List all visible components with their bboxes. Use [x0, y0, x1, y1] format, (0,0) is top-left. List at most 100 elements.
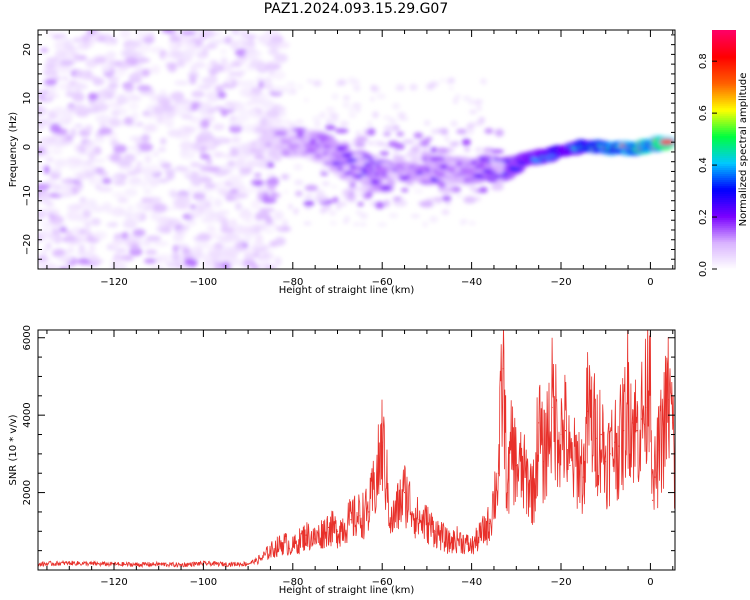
colorbar-segment — [712, 67, 736, 71]
heatmap-cell — [143, 258, 157, 264]
heatmap-cell — [467, 122, 476, 129]
snr-y-axis-label: SNR (10 * v/v) — [8, 414, 19, 485]
colorbar-segment — [712, 33, 736, 37]
colorbar-segment — [712, 199, 736, 202]
colorbar-segment — [712, 123, 736, 127]
heatmap-cell — [230, 61, 242, 68]
colorbar-segment — [712, 179, 736, 182]
snr-x-tick-label: −120 — [100, 577, 127, 588]
heatmap-cell — [144, 240, 151, 247]
heatmap-cell — [370, 84, 377, 91]
heatmap-cell — [329, 220, 338, 226]
snr-data-point — [336, 530, 339, 532]
heatmap-cell — [330, 185, 338, 189]
snr-data-point — [479, 534, 482, 536]
heatmap-cell — [97, 186, 113, 193]
heatmap-cell — [351, 83, 361, 88]
heatmap-cell — [410, 214, 421, 218]
snr-data-point — [524, 476, 526, 478]
heatmap-cell — [72, 37, 82, 43]
snr-data-point — [283, 542, 285, 544]
heatmap-cell — [44, 78, 58, 86]
snr-data-point — [506, 491, 508, 494]
heatmap-cell — [118, 161, 132, 167]
heatmap-x-tick-label: 0 — [647, 277, 653, 288]
heatmap-cell — [435, 147, 449, 154]
heatmap-cell — [344, 215, 350, 222]
heatmap-cell — [448, 77, 455, 84]
colorbar-segment — [712, 227, 736, 230]
heatmap-cell — [383, 125, 397, 133]
heatmap-cell — [111, 239, 121, 249]
heatmap-cell — [72, 53, 81, 62]
heatmap-cell — [228, 124, 243, 134]
heatmap-x-tick-label: −120 — [100, 277, 127, 288]
heatmap-cell — [236, 113, 250, 122]
heatmap-cell — [39, 137, 56, 142]
heatmap-cell — [191, 90, 205, 98]
heatmap-cell — [187, 186, 196, 195]
colorbar-segment — [712, 159, 736, 163]
heatmap-cell — [51, 167, 62, 174]
heatmap-cell — [160, 118, 175, 125]
heatmap-cell — [269, 176, 278, 184]
heatmap-cell — [355, 135, 368, 143]
heatmap-cell — [171, 251, 181, 261]
heatmap-y-tick-label: 0 — [22, 144, 33, 150]
colorbar-segment — [712, 53, 736, 57]
heatmap-cell — [117, 196, 129, 204]
colorbar-segment — [712, 183, 736, 186]
heatmap-cell — [348, 107, 356, 113]
heatmap-cell — [268, 48, 279, 56]
heatmap-cell — [149, 94, 158, 103]
heatmap-cell — [76, 172, 85, 182]
snr-data-point — [260, 557, 263, 559]
heatmap-cell — [74, 69, 87, 80]
heatmap-cell — [205, 139, 215, 150]
heatmap-cell — [185, 219, 197, 226]
heatmap-cell — [90, 158, 106, 163]
heatmap-cell — [239, 88, 251, 93]
heatmap-cell — [43, 165, 50, 175]
heatmap-cell — [48, 215, 64, 225]
heatmap-cell — [213, 151, 225, 158]
colorbar-label: Normalized spectral amplitude — [738, 73, 749, 227]
heatmap-cell — [430, 146, 438, 154]
heatmap-cell — [135, 201, 148, 211]
colorbar-segment — [712, 167, 736, 171]
heatmap-cell — [456, 128, 467, 135]
heatmap-cell — [239, 172, 246, 177]
heatmap-cell — [109, 117, 121, 128]
heatmap-cell — [345, 175, 355, 184]
heatmap-cell — [88, 243, 96, 254]
snr-data-point — [225, 563, 227, 565]
heatmap-cell — [172, 244, 179, 253]
heatmap-cell — [367, 120, 373, 128]
heatmap-cell — [316, 133, 330, 141]
heatmap-x-tick-label: −80 — [282, 277, 303, 288]
heatmap-cell — [77, 257, 91, 265]
heatmap-cell — [462, 95, 471, 101]
heatmap-cell — [95, 114, 111, 123]
heatmap-cell — [132, 228, 146, 237]
heatmap-cell — [464, 147, 471, 152]
heatmap-cell — [252, 180, 264, 187]
heatmap-cell — [165, 218, 181, 227]
heatmap-cell — [437, 181, 446, 189]
heatmap-cell — [72, 45, 85, 52]
heatmap-cell — [214, 137, 227, 144]
colorbar-segment — [712, 155, 736, 159]
snr-data-point — [631, 422, 634, 424]
heatmap-cell — [214, 84, 225, 93]
heatmap-cell — [104, 38, 113, 46]
heatmap-cell — [414, 188, 424, 194]
colorbar-segment — [712, 79, 736, 83]
heatmap-cell — [203, 211, 211, 217]
heatmap-cell — [38, 260, 44, 269]
heatmap-cell — [84, 220, 92, 231]
colorbar-segment — [712, 135, 736, 139]
heatmap-cell — [426, 83, 435, 90]
heatmap-cell — [176, 244, 190, 250]
colorbar-tick-label: 0.8 — [698, 53, 709, 69]
colorbar-segment — [712, 205, 736, 208]
